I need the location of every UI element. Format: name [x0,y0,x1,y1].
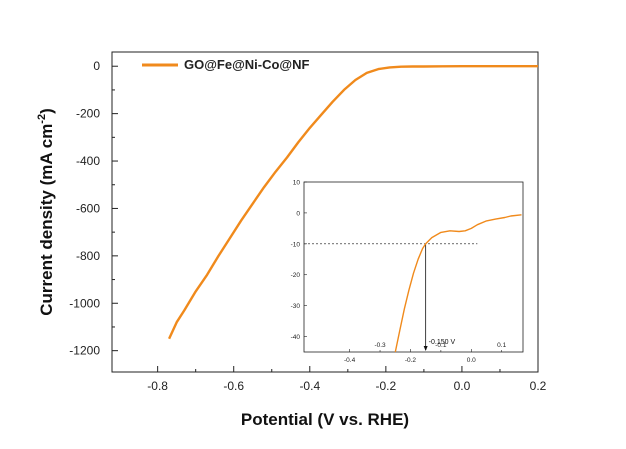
inset-x-tick-label: 0.0 [467,357,476,364]
x-tick-label: 0.0 [454,379,471,393]
y-tick-label: -1000 [69,296,100,310]
inset-frame [304,182,523,352]
y-tick-label: -200 [76,107,100,121]
inset-x-minor-label: -0.3 [374,342,386,349]
y-tick-label: -1200 [69,344,100,358]
x-tick-label: 0.2 [530,379,547,393]
inset-y-tick-label: -40 [291,334,301,341]
y-axis-title-main: Current density (mA cm [37,124,56,316]
inset-y-tick-label: -10 [291,241,301,248]
x-tick-label: -0.4 [299,379,320,393]
inset-y-tick-label: 0 [296,210,300,217]
x-tick-label: -0.6 [223,379,244,393]
y-tick-label: 0 [93,59,100,73]
inset-y-tick-label: -20 [291,272,301,279]
x-axis-title: Potential (V vs. RHE) [241,410,409,429]
inset-annotation: -0.150 V [429,339,456,346]
inset-x-tick-label: -0.4 [344,357,356,364]
inset-y-tick-label: 10 [293,180,301,187]
inset-chart: 100-10-20-30-40-0.4-0.20.0-0.3-0.10.1 -0… [291,180,523,365]
x-tick-label: -0.8 [147,379,168,393]
y-axis-title-close: ) [37,108,56,114]
inset-x-minor-label: 0.1 [497,342,506,349]
y-axis-title-sup: -2 [36,114,48,124]
x-tick-label: -0.2 [376,379,397,393]
y-axis-title: Current density (mA cm-2) [36,108,56,316]
legend-label: GO@Fe@Ni-Co@NF [184,57,309,72]
y-tick-label: -400 [76,154,100,168]
y-tick-label: -600 [76,201,100,215]
y-tick-label: -800 [76,249,100,263]
inset-y-tick-label: -30 [291,303,301,310]
inset-x-tick-label: -0.2 [405,357,417,364]
